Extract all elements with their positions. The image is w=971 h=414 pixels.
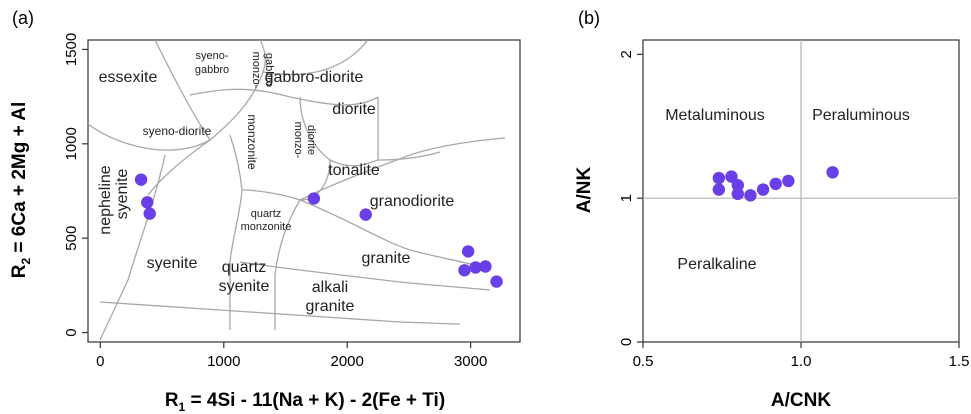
data-point-a: [134, 173, 148, 186]
x-ticks-b: 0.5 1.0 1.5: [633, 342, 970, 370]
field-label: essexite: [99, 69, 158, 86]
panel-a-frame: [87, 39, 521, 343]
data-point-b: [725, 170, 738, 183]
data-point-b: [712, 183, 726, 196]
field-label: monzonite: [245, 114, 259, 170]
field-label: syeno-diorite: [143, 124, 212, 138]
y-tick-label-a: 1000: [63, 127, 80, 160]
field-label: gabbro: [195, 64, 229, 76]
x-tick-label-a: 1000: [207, 353, 240, 370]
field-label: syeno-: [195, 50, 228, 62]
y-axis-title-a: R2 = 6Ca + 2Mg + Al: [9, 102, 33, 279]
data-point-b: [731, 179, 744, 192]
data-point-a: [479, 260, 492, 273]
data-point-a: [359, 208, 372, 221]
field-label: syenite: [219, 278, 270, 295]
field-label: granite: [306, 298, 355, 315]
y-tick-label-a: 1500: [63, 33, 80, 66]
x-axis-title-a: R1 = 4Si - 11(Na + K) - 2(Fe + Ti): [165, 390, 445, 414]
data-point-b: [782, 174, 795, 188]
x-tick-label-b: 0.5: [633, 353, 654, 370]
y-ticks-b: 0 1 2: [618, 50, 643, 346]
y-tick-label-b: 2: [618, 50, 635, 58]
points-b: [712, 166, 839, 202]
x-tick-label-a: 0: [96, 353, 104, 370]
data-point-a: [469, 261, 482, 274]
field-label: quartz: [251, 208, 282, 220]
field-label: syenite: [147, 255, 198, 272]
data-point-b: [712, 171, 726, 185]
region-metaluminous: Metaluminous: [665, 107, 765, 124]
field-label: gabbro: [263, 53, 275, 87]
y-tick-label-a: 500: [63, 226, 80, 251]
panel-b: (b) Metaluminous Peraluminous Peralkalin…: [574, 8, 969, 411]
data-point-b: [769, 177, 782, 191]
x-tick-label-a: 3000: [454, 353, 487, 370]
field-label: monzonite: [241, 221, 292, 233]
field-label: monzo-: [250, 52, 262, 89]
region-peraluminous: Peraluminous: [812, 107, 910, 124]
field-label: granite: [362, 250, 411, 267]
field-label: granodiorite: [370, 193, 455, 210]
y-tick-label-a: 0: [63, 328, 80, 336]
data-point-a: [143, 207, 156, 220]
data-point-b: [826, 166, 839, 179]
x-tick-label-b: 1.0: [791, 353, 812, 370]
data-point-a: [307, 192, 321, 205]
y-tick-label-b: 0: [618, 338, 635, 346]
field-label: quartz: [222, 259, 266, 276]
field-label: syenite: [114, 169, 131, 220]
field-label: gabbro-diorite: [265, 69, 364, 86]
field-label: monzo-: [292, 122, 304, 159]
y-ticks-a: 0 500 1000 1500: [63, 33, 88, 337]
y-axis-title-b: A/NK: [574, 167, 595, 214]
data-point-a: [458, 264, 471, 277]
data-point-b: [731, 187, 744, 201]
y-tick-label-b: 1: [618, 194, 635, 202]
data-point-a: [461, 245, 475, 258]
x-tick-label-a: 2000: [331, 353, 364, 370]
data-point-b: [744, 189, 757, 202]
data-point-a: [490, 275, 503, 288]
region-peralkaline: Peralkaline: [677, 256, 756, 273]
x-axis-title-b: A/CNK: [771, 390, 831, 411]
x-tick-label-b: 1.5: [949, 353, 970, 370]
points-a: [134, 173, 503, 288]
field-label: diorite: [305, 125, 317, 155]
data-point-a: [141, 196, 154, 209]
field-boundaries: [87, 39, 506, 341]
x-ticks-a: 0 1000 2000 3000: [96, 342, 487, 370]
field-label: nepheline: [97, 165, 114, 235]
field-label: alkali: [312, 279, 348, 296]
field-label: tonalite: [328, 162, 380, 179]
panel-a-label: (a): [12, 8, 34, 28]
panel-b-label: (b): [578, 8, 600, 28]
field-label: diorite: [332, 101, 376, 118]
data-point-b: [756, 183, 770, 196]
